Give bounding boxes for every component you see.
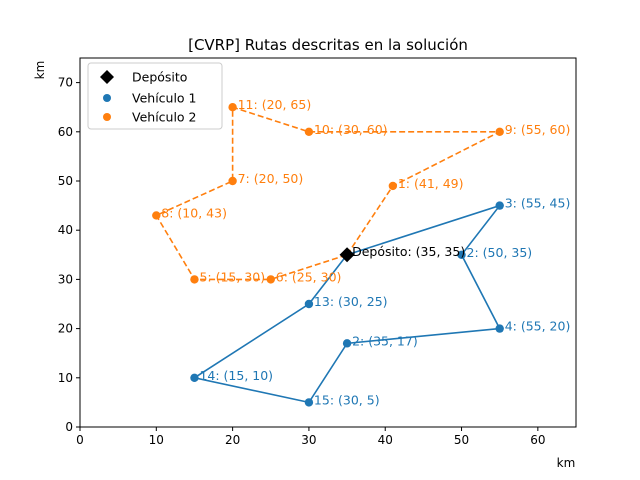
point-node-11 [228,103,237,112]
point-label-node-10: 10: (30, 60) [314,122,388,137]
point-node-14 [190,373,199,382]
legend-marker-series-2 [103,113,111,121]
y-tick-label: 10 [58,371,73,385]
point-label-node-5: 5: (15, 30) [199,269,265,284]
point-label-node-8: 8: (10, 43) [161,205,227,220]
y-tick-label: 40 [58,223,73,237]
x-tick-label: 30 [301,433,316,447]
legend-label-depot: Depósito [132,70,187,85]
x-tick-label: 60 [530,433,545,447]
point-label-node-3: 3: (55, 45) [505,196,571,211]
y-tick-label: 70 [58,76,73,90]
point-node-13 [304,299,314,309]
point-label-node-9: 9: (55, 60) [505,122,571,137]
point-label-node-6: 6: (25, 30) [276,269,342,284]
point-node-10 [304,127,314,136]
depot-marker [339,247,355,263]
axes-frame [79,57,577,428]
y-tick-label: 50 [58,174,73,188]
point-node-9 [495,127,504,136]
legend-box [87,62,223,130]
point-label-node-1: 1: (41, 49) [398,176,464,191]
y-tick-label: 30 [58,272,73,286]
point-label-node-4: 4: (55, 20) [505,319,571,334]
depot-label: Depósito: (35, 35) [352,244,465,259]
legend-label-series-2: Vehículo 2 [132,110,197,125]
point-label-node-15: 15: (30, 5) [314,392,380,407]
point-node-4 [495,324,504,333]
legend-depot-marker [100,70,114,84]
legend-label-series-1: Vehículo 1 [132,91,197,106]
legend-marker-series-1 [103,94,111,102]
y-tick-label: 20 [58,322,73,336]
chart-title: [CVRP] Rutas descritas en la solución [188,36,468,54]
point-node-1 [388,181,398,191]
point-node-8 [152,211,161,220]
point-node-6 [266,275,275,284]
point-node-15 [304,398,314,407]
point-node-5 [190,275,199,284]
y-axis-label: km [33,61,47,80]
y-tick-label: 0 [65,420,73,434]
point-label-node-2: 2: (50, 35) [467,245,533,260]
route-line-series-2 [155,106,501,281]
point-node-3 [495,201,504,210]
point-label-node-14: 14: (15, 10) [199,368,273,383]
x-tick-label: 0 [76,433,84,447]
point-label-node-11: 11: (20, 65) [238,97,312,112]
point-node-7 [228,176,237,186]
x-tick-label: 20 [225,433,240,447]
x-tick-label: 40 [378,433,393,447]
y-tick-label: 60 [58,125,73,139]
x-tick-label: 10 [149,433,164,447]
x-tick-label: 50 [454,433,469,447]
point-label-node-7: 7: (20, 50) [238,171,304,186]
plot-area: 0 10 20 30 40 50 60 0 10 20 30 40 50 60 70 3: (55, 45) 2… [58,57,577,447]
point-node-2 [457,250,466,259]
point-label-node-2: 2: (35, 17) [352,333,418,348]
legend: Depósito Vehículo 1 Vehículo 2 [87,62,223,130]
x-axis-label: km [557,456,576,470]
point-node-2 [342,339,352,348]
point-label-node-13: 13: (30, 25) [314,294,388,309]
